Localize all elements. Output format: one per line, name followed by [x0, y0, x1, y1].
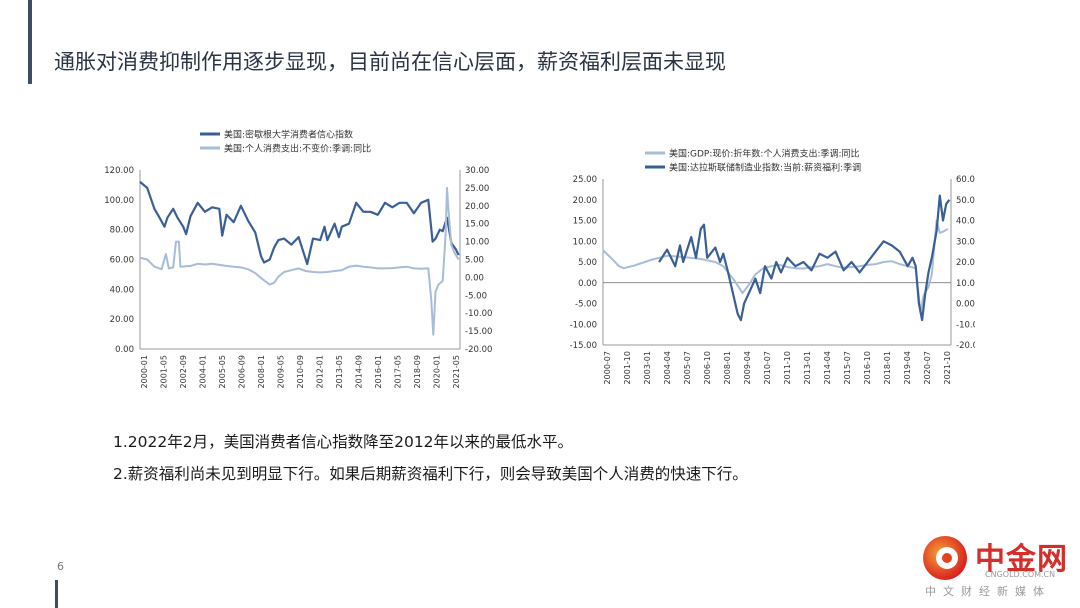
- right-chart-y-right-tick-8: -20.00: [956, 341, 975, 351]
- left-chart-y-left-tick-0: 120.00: [104, 166, 134, 176]
- left-chart-x-tick-1: 2001-05: [160, 355, 169, 388]
- page-number: 6: [57, 560, 64, 573]
- left-chart-y-left-tick-6: 0.00: [115, 345, 134, 355]
- left-chart-y-right-tick-1: 25.00: [465, 184, 489, 194]
- left-chart-x-tick-14: 2018-09: [413, 355, 422, 388]
- left-chart-x-tick-6: 2008-01: [257, 355, 266, 388]
- left-chart-legend-label-0: 美国:密歇根大学消费者信心指数: [224, 129, 353, 141]
- right-chart-x-tick-13: 2016-10: [863, 351, 872, 384]
- left-chart-y-right-tick-3: 15.00: [465, 220, 489, 230]
- left-chart-x-tick-2: 2002-09: [179, 355, 188, 388]
- wages-benefits-chart: 美国:GDP:现价:折年数:个人消费支出:季调:同比 美国:达拉斯联储制造业指数:…: [555, 140, 984, 395]
- left-chart-x-tick-11: 2014-09: [355, 355, 364, 388]
- right-chart-legend-label-1: 美国:达拉斯联储制造业指数:当前:薪资福利:季调: [669, 162, 861, 174]
- wages-benefits-chart-svg: 美国:GDP:现价:折年数:个人消费支出:季调:同比美国:达拉斯联储制造业指数:…: [570, 148, 984, 385]
- right-chart-y-left-tick-4: 5.00: [578, 258, 597, 268]
- footer-accent-bar: [55, 580, 58, 608]
- right-chart-x-tick-4: 2005-07: [683, 351, 692, 384]
- right-chart-x-tick-1: 2001-10: [623, 351, 632, 384]
- left-chart-y-left-tick-1: 100.00: [104, 196, 134, 206]
- bullet-2: 2.薪资福利尚未见到明显下行。如果后期薪资福利下行，则会导致美国个人消费的快速下…: [113, 465, 748, 483]
- left-chart-x-tick-12: 2016-01: [374, 355, 383, 388]
- left-chart-x-tick-13: 2017-05: [394, 355, 403, 388]
- logo-tagline: 中文财经新媒体: [925, 585, 1051, 598]
- right-chart-y-right-tick-1: 50.00: [956, 196, 975, 206]
- left-chart-x-tick-8: 2010-09: [296, 355, 305, 388]
- right-chart-y-left-tick-1: 20.00: [573, 196, 597, 206]
- left-chart-x-tick-10: 2013-05: [335, 355, 344, 388]
- consumer-sentiment-chart: 美国:密歇根大学消费者信心指数美国:个人消费支出:不变价:季调:同比 120.00…: [90, 120, 520, 395]
- left-chart-y-right-tick-6: 0.00: [465, 273, 484, 283]
- right-chart-x-tick-8: 2010-07: [763, 351, 772, 384]
- right-chart-x-tick-9: 2011-10: [783, 351, 792, 384]
- right-chart-y-right-tick-2: 40.00: [956, 217, 975, 227]
- logo-circle-icon: [923, 536, 967, 580]
- right-chart-x-tick-10: 2013-01: [803, 351, 812, 384]
- right-chart-x-tick-7: 2009-04: [743, 351, 752, 384]
- right-chart-x-tick-2: 2003-01: [643, 351, 652, 384]
- right-chart-legend-label-0: 美国:GDP:现价:折年数:个人消费支出:季调:同比: [669, 148, 860, 160]
- left-chart-y-left-tick-3: 60.00: [110, 256, 134, 266]
- left-chart-y-left-tick-2: 80.00: [110, 226, 134, 236]
- left-chart-x-tick-5: 2006-09: [238, 355, 247, 388]
- right-chart-x-tick-5: 2006-10: [703, 351, 712, 384]
- left-chart-y-right-tick-8: -10.00: [465, 309, 492, 319]
- right-chart-y-right-tick-4: 20.00: [956, 258, 975, 268]
- right-chart-y-left-tick-7: -10.00: [570, 320, 597, 330]
- left-chart-series-line-0: [139, 181, 460, 266]
- left-chart-y-right-tick-5: 5.00: [465, 256, 484, 266]
- right-chart-x-tick-12: 2015-07: [843, 351, 852, 384]
- left-chart-y-left-tick-4: 40.00: [110, 285, 134, 295]
- right-chart-x-tick-11: 2014-04: [823, 351, 832, 384]
- left-chart-x-tick-4: 2005-05: [218, 355, 227, 388]
- left-chart-y-right-tick-7: -5.00: [465, 291, 487, 301]
- left-chart-y-right-tick-4: 10.00: [465, 238, 489, 248]
- left-chart-x-tick-15: 2020-01: [433, 355, 442, 388]
- right-chart-x-tick-3: 2004-04: [663, 351, 672, 384]
- left-chart-x-tick-3: 2004-01: [199, 355, 208, 388]
- cngold-logo: 中金网 CNGOLD.COM.CN 中文财经新媒体: [905, 530, 1075, 600]
- left-chart-y-left-tick-5: 20.00: [110, 315, 134, 325]
- right-chart-y-left-tick-8: -15.00: [570, 341, 597, 351]
- slide-title: 通胀对消费抑制作用逐步显现，目前尚在信心层面，薪资福利层面未显现: [54, 50, 726, 74]
- left-chart-y-right-tick-10: -20.00: [465, 345, 492, 355]
- right-chart-y-right-tick-6: 0.00: [956, 300, 975, 310]
- right-chart-y-right-tick-3: 30.00: [956, 237, 975, 247]
- title-accent-bar: [28, 0, 32, 84]
- right-chart-x-tick-16: 2020-07: [923, 351, 932, 384]
- logo-url: CNGOLD.COM.CN: [985, 570, 1056, 579]
- left-chart-y-right-tick-0: 30.00: [465, 166, 489, 176]
- right-chart-x-tick-15: 2019-04: [903, 351, 912, 384]
- right-chart-y-left-tick-6: -5.00: [575, 300, 597, 310]
- bullet-1: 1.2022年2月，美国消费者信心指数降至2012年以来的最低水平。: [113, 433, 574, 451]
- left-chart-x-tick-7: 2009-05: [277, 355, 286, 388]
- left-chart-x-tick-16: 2021-05: [452, 355, 461, 388]
- right-chart-x-tick-6: 2008-01: [723, 351, 732, 384]
- right-chart-y-right-tick-5: 10.00: [956, 279, 975, 289]
- right-chart-y-left-tick-5: 0.00: [578, 279, 597, 289]
- left-chart-y-right-tick-9: -15.00: [465, 327, 492, 337]
- left-chart-series-line-1: [139, 186, 460, 336]
- right-chart-x-tick-14: 2018-01: [883, 351, 892, 384]
- right-chart-y-right-tick-0: 60.00: [956, 175, 975, 185]
- left-chart-legend-label-1: 美国:个人消费支出:不变价:季调:同比: [224, 143, 371, 155]
- right-chart-series-line-1: [658, 194, 951, 322]
- left-chart-x-tick-0: 2000-01: [140, 355, 149, 388]
- logo-name: 中金网: [975, 542, 1068, 577]
- right-chart-y-left-tick-3: 10.00: [573, 237, 597, 247]
- right-chart-y-left-tick-0: 25.00: [573, 175, 597, 185]
- right-chart-y-left-tick-2: 15.00: [573, 217, 597, 227]
- right-chart-y-right-tick-7: -10.00: [956, 320, 975, 330]
- right-chart-x-tick-0: 2000-07: [603, 351, 612, 384]
- right-chart-x-tick-17: 2021-10: [943, 351, 952, 384]
- left-chart-y-right-tick-2: 20.00: [465, 202, 489, 212]
- left-chart-x-tick-9: 2012-01: [316, 355, 325, 388]
